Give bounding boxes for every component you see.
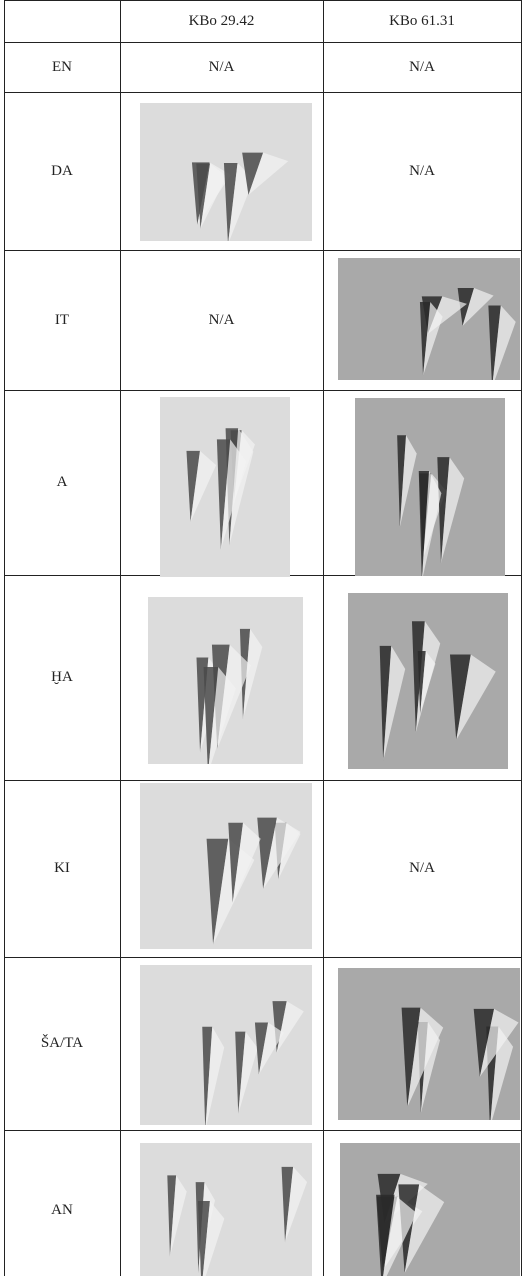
sign-photo [338,968,520,1120]
cell-note: N/A [208,311,235,328]
sign-label: KI [54,860,70,876]
sign-label: ḪA [51,669,73,685]
sign-label: DA [51,162,73,179]
sign-label: AN [51,1201,73,1218]
cell-note: N/A [409,58,435,75]
sign-photo [140,1143,312,1276]
sign-photo [355,398,505,576]
row-rule [4,42,522,43]
row-rule [4,250,522,251]
sign-photo [348,593,508,769]
column-rule [120,0,121,1276]
cell-note: N/A [409,162,435,179]
cell-note: N/A [208,58,235,75]
sign-photo [160,397,290,577]
column-header: KBo 29.42 [188,12,255,29]
sign-photo [140,103,312,241]
sign-label: A [56,474,68,490]
column-rule [4,0,5,1276]
row-rule [4,957,522,958]
sign-label: IT [54,311,70,328]
sign-label: EN [52,58,72,75]
row-rule [4,390,522,391]
sign-photo [140,965,312,1125]
row-rule [4,1130,522,1131]
row-rule [4,92,522,93]
column-header: KBo 61.31 [389,12,455,29]
sign-label: ŠA/TA [40,1035,84,1051]
sign-photo [340,1143,520,1276]
row-rule [4,0,522,1]
column-rule [323,0,324,1276]
sign-photo [140,783,312,949]
sign-photo [338,258,520,380]
sign-photo [148,597,303,764]
column-rule [521,0,522,1276]
row-rule [4,780,522,781]
cell-note: N/A [409,860,435,876]
